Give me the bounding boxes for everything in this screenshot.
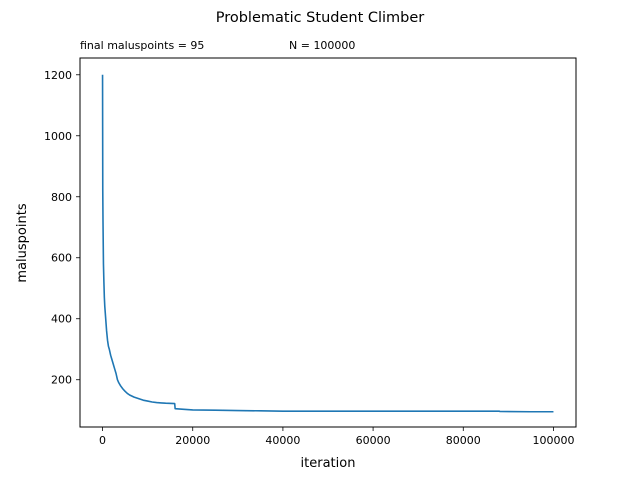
plot-area [101,74,554,413]
iterations-annotation: N = 100000 [289,39,355,52]
y-tick-label: 200 [51,374,72,387]
x-tick-label: 60000 [356,434,391,447]
x-tick-label: 0 [99,434,106,447]
y-axis-label: maluspoints [15,203,30,282]
series-line-0 [101,74,554,413]
x-tick-label: 40000 [265,434,300,447]
y-tick-label: 600 [51,252,72,265]
chart-title: Problematic Student Climber [216,10,425,26]
y-tick-label: 800 [51,191,72,204]
y-axis: 200 400 600 800 1000 1200 [44,69,80,387]
final-maluspoints-annotation: final maluspoints = 95 [80,39,204,52]
x-axis-label: iteration [301,456,356,471]
x-tick-label: 20000 [175,434,210,447]
y-tick-label: 400 [51,313,72,326]
axes-frame [79,57,577,428]
x-tick-label: 100000 [532,434,574,447]
y-tick-label: 1000 [44,130,72,143]
x-axis: 0 20000 40000 60000 80000 100000 [99,427,574,447]
y-tick-label: 1200 [44,69,72,82]
x-tick-label: 80000 [446,434,481,447]
